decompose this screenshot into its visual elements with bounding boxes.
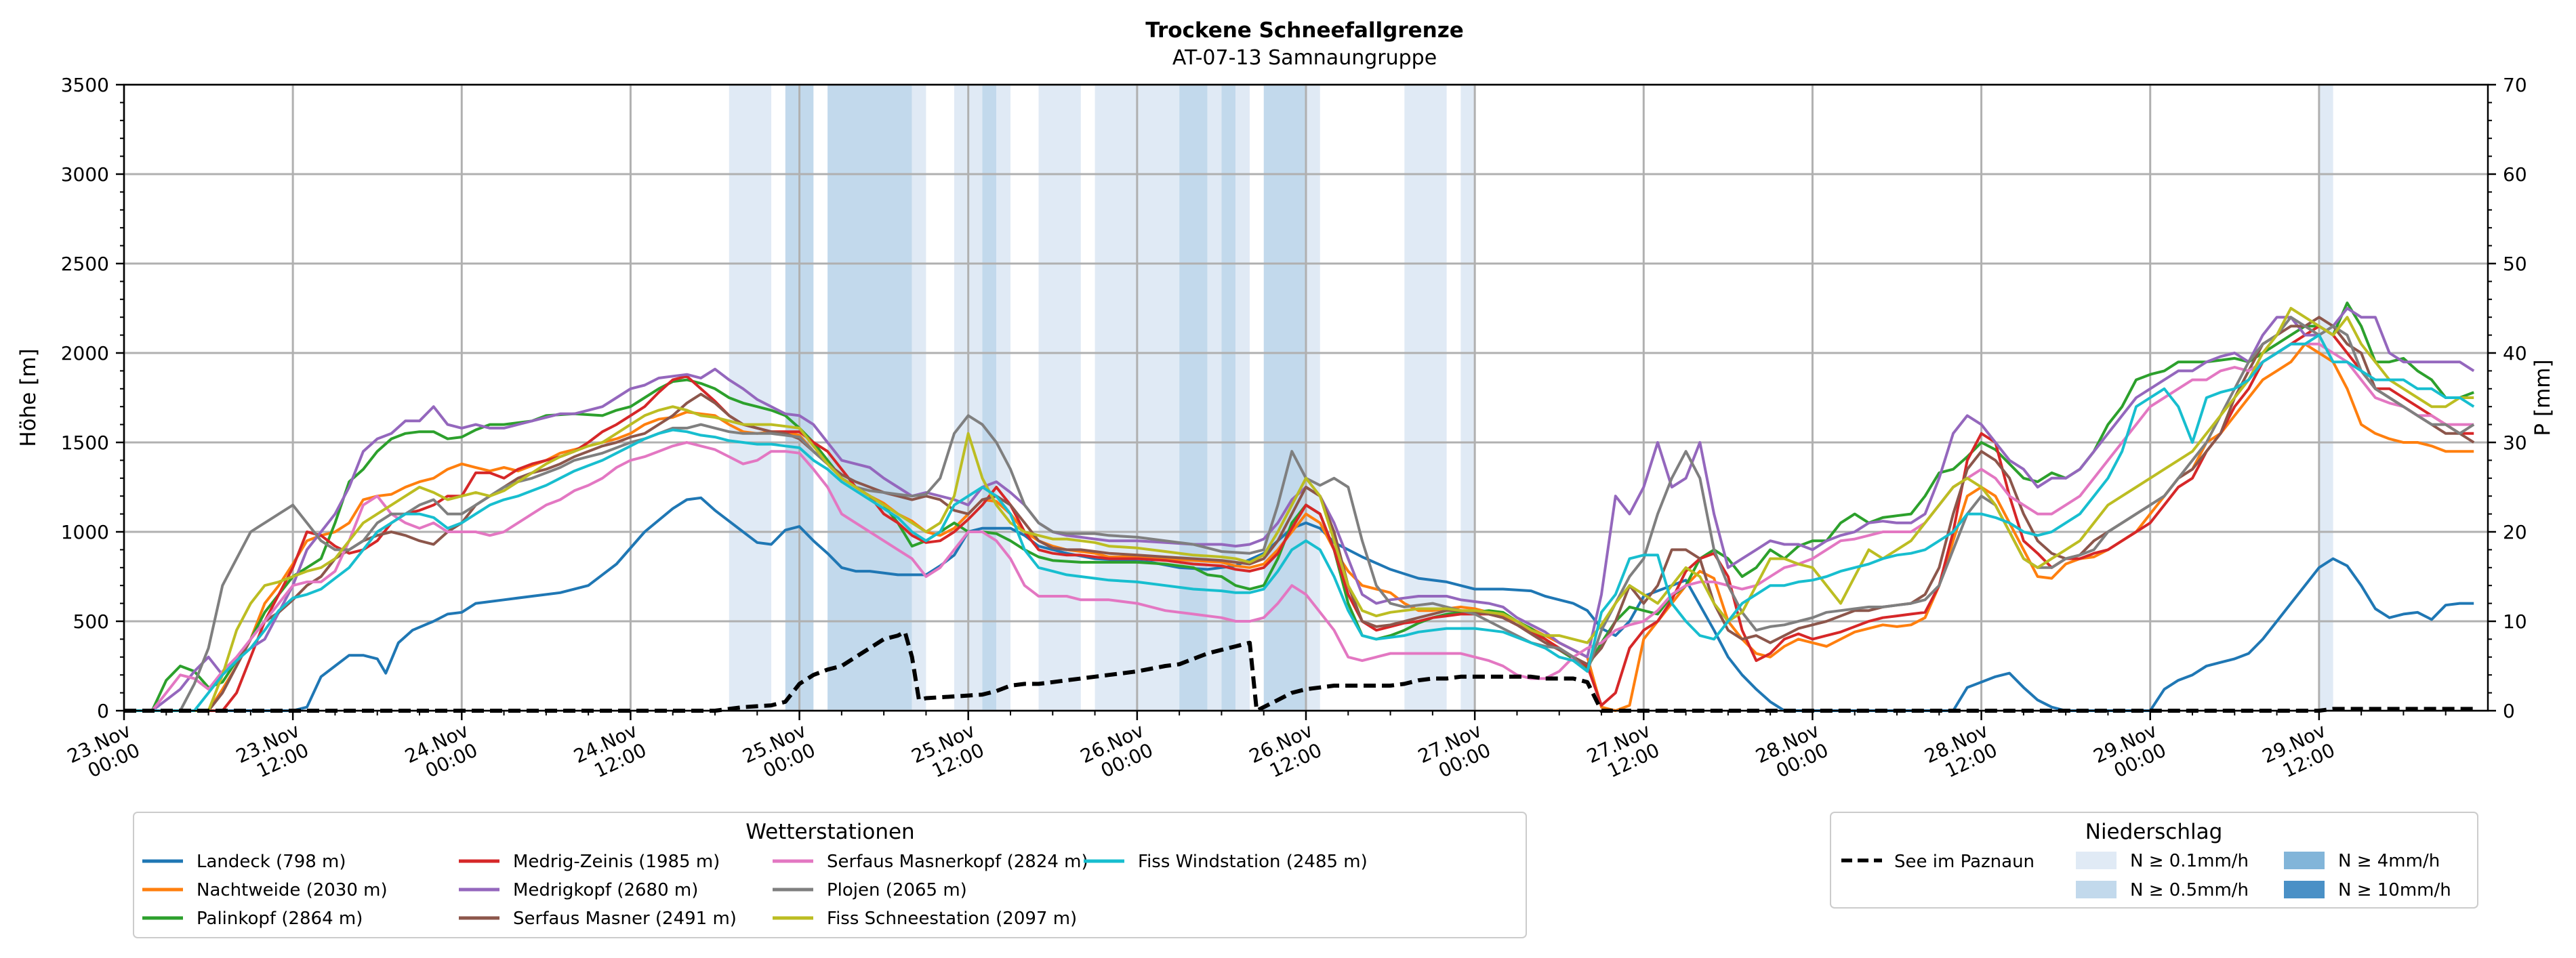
legend-precip-label-0: N ≥ 0.1mm/h (2130, 851, 2249, 871)
legend-station-label-9: Fiss Windstation (2485 m) (1138, 852, 1368, 872)
legend-precip-label-2: N ≥ 4mm/h (2338, 851, 2440, 871)
legend-station-label-6: Serfaus Masnerkopf (2824 m) (827, 852, 1088, 872)
legend-station-label-8: Fiss Schneestation (2097 m) (827, 909, 1077, 929)
precip-band-3 (912, 85, 926, 711)
right-tick-label-0: 0 (2503, 700, 2515, 722)
legend-precip-label-3: N ≥ 10mm/h (2338, 880, 2451, 900)
left-tick-label-2: 1000 (61, 521, 109, 543)
legend-station-label-1: Nachtweide (2030 m) (197, 880, 388, 900)
legend-precip-swatch-2 (2284, 852, 2325, 869)
precip-band-10 (1207, 85, 1222, 711)
legend-station-label-0: Landeck (798 m) (197, 852, 346, 872)
precip-band-14 (1306, 85, 1320, 711)
precip-band-12 (1235, 85, 1250, 711)
precip-band-0 (729, 85, 772, 711)
series-line-serfaus-masnerkopf-2824-m (124, 342, 2474, 712)
left-tick-label-1: 500 (73, 610, 109, 633)
precip-band-6 (996, 85, 1010, 711)
legend-precip-title: Niederschlag (2085, 820, 2223, 844)
series-line-fiss-windstation-2485-m (124, 333, 2475, 712)
legend-station-label-3: Medrig-Zeinis (1985 m) (513, 852, 720, 872)
legend-station-label-7: Plojen (2065 m) (827, 880, 967, 900)
precip-band-16 (1460, 85, 1475, 711)
chart-subtitle: AT-07-13 Samnaungruppe (1172, 46, 1437, 70)
legend-precip-label-1: N ≥ 0.5mm/h (2130, 880, 2249, 900)
legend-precip-swatch-1 (2076, 881, 2117, 898)
x-tick-label-4: 25.Nov00:00 (739, 719, 819, 787)
legend-lake-label: See im Paznaun (1894, 852, 2035, 872)
series-line-palinkopf-2864-m (124, 301, 2474, 712)
right-tick-label-6: 60 (2503, 163, 2527, 186)
y-axis-label-right: P [mm] (2531, 359, 2555, 436)
series-lines (124, 301, 2475, 713)
left-axis: 0 500 1000 1500 2000 2500 3000 3500 (61, 74, 124, 722)
legend-precip-entries: N ≥ 0.1mm/h N ≥ 0.5mm/h N ≥ 4mm/h N ≥ 10mm/… (2076, 851, 2451, 900)
right-tick-label-5: 50 (2503, 253, 2527, 275)
series-line-serfaus-masner-2491-m (124, 316, 2475, 712)
x-tick-label-2: 24.Nov00:00 (401, 719, 481, 787)
left-tick-label-7: 3500 (61, 74, 109, 96)
precip-band-2 (827, 85, 912, 711)
right-tick-label-3: 30 (2503, 432, 2527, 454)
series-line-medrigkopf-2680-m (124, 307, 2475, 712)
legend-stations-entries: Landeck (798 m) Nachtweide (2030 m) Palink… (142, 852, 1368, 929)
series-line-fiss-schneestation-2097-m (124, 307, 2474, 712)
precip-band-7 (1038, 85, 1081, 711)
left-tick-label-0: 0 (97, 700, 109, 722)
right-axis: 0 10 20 30 40 50 60 70 (2488, 74, 2527, 722)
legend-station-label-5: Serfaus Masner (2491 m) (513, 909, 737, 929)
right-tick-label-1: 10 (2503, 610, 2527, 633)
precip-band-13 (1263, 85, 1306, 711)
right-tick-label-2: 20 (2503, 521, 2527, 543)
legend-precip: Niederschlag See im Paznaun N ≥ 0.1mm/hN… (1830, 812, 2478, 909)
right-tick-label-4: 40 (2503, 342, 2527, 365)
series-line-plojen-2065-m (124, 316, 2475, 712)
chart-title: Trockene Schneefallgrenze (1145, 18, 1464, 43)
left-tick-label-3: 1500 (61, 432, 109, 454)
precip-band-5 (982, 85, 997, 711)
legend-stations-title: Wetterstationen (745, 820, 914, 844)
legend-station-label-4: Medrigkopf (2680 m) (513, 880, 698, 900)
precip-band-11 (1221, 85, 1236, 711)
legend-station-label-2: Palinkopf (2864 m) (197, 909, 363, 929)
precip-band-9 (1179, 85, 1208, 711)
legend-precip-swatch-0 (2076, 852, 2117, 869)
y-axis-label-left: Höhe [m] (16, 348, 41, 446)
legend-stations-frame (133, 812, 1527, 938)
series-line-landeck-798-m (124, 496, 2474, 712)
legend-stations: Wetterstationen Landeck (798 m) Nachtweid… (133, 812, 1527, 938)
series-line-see-im-paznaun (124, 629, 2474, 713)
left-tick-label-6: 3000 (61, 163, 109, 186)
right-tick-label-7: 70 (2503, 74, 2527, 96)
precip-band-17 (2318, 85, 2333, 711)
legend-precip-swatch-3 (2284, 881, 2325, 898)
left-tick-label-4: 2000 (61, 342, 109, 365)
left-tick-label-5: 2500 (61, 253, 109, 275)
